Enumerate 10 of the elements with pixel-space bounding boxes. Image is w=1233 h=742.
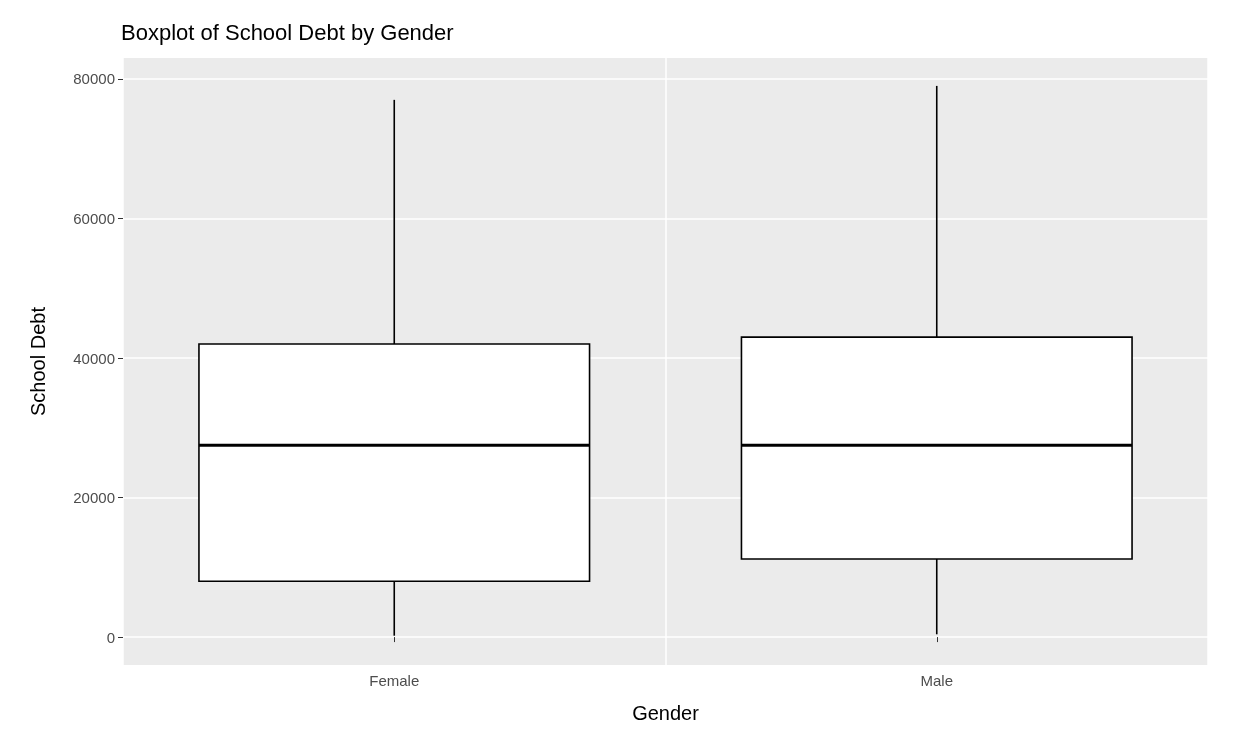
y-axis-title: School Debt (27, 306, 49, 416)
y-tick-label: 60000 (73, 209, 115, 227)
y-tick-label: 80000 (73, 70, 115, 88)
y-tick-label: 20000 (73, 489, 115, 507)
y-tick-label: 0 (106, 628, 115, 646)
y-tick-label: 40000 (73, 349, 115, 367)
x-tick-label: Female (369, 672, 420, 689)
x-axis-title: Gender (632, 702, 700, 724)
chart-title: Boxplot of School Debt by Gender (121, 19, 454, 45)
x-tick-label: Male (920, 672, 954, 689)
